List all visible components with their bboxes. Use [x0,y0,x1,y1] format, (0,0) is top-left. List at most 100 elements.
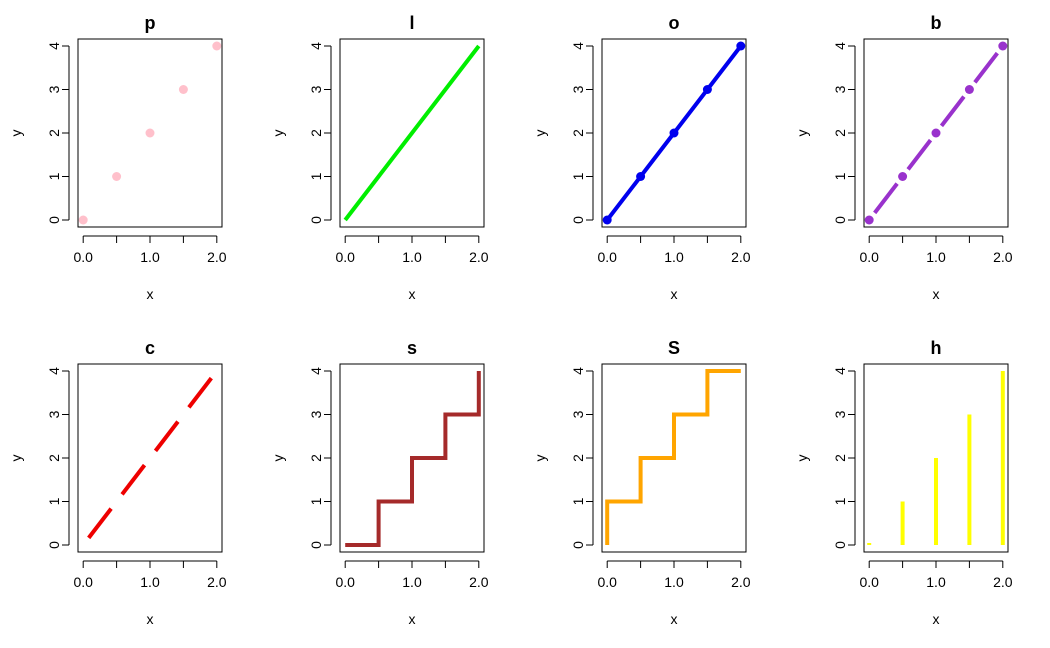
data-point [736,41,746,51]
y-tick-label: 2 [832,454,848,462]
x-axis-label: x [147,286,154,302]
x-tick-label: 2.0 [469,574,489,590]
x-axis-label: x [409,286,416,302]
x-tick-label: 2.0 [469,249,489,265]
y-axis-label: y [8,455,24,462]
x-axis-label: x [671,611,678,627]
data-point [702,85,712,94]
data-point [178,85,188,94]
y-tick-label: 3 [308,85,324,93]
panel-title: l [409,13,414,33]
panel-title: c [145,338,155,358]
x-axis-label: x [671,286,678,302]
y-tick-label: 0 [46,541,62,549]
y-tick-label: 0 [308,216,324,224]
plot-frame [77,38,223,228]
x-tick-label: 1.0 [140,574,160,590]
x-tick-label: 2.0 [207,249,227,265]
y-tick-label: 0 [46,216,62,224]
y-tick-label: 2 [308,454,324,462]
y-tick-label: 0 [832,216,848,224]
series-line [343,44,481,222]
plot-frame [77,363,223,553]
panel-title: S [668,338,680,358]
series-segment [939,95,966,128]
data-point [931,128,941,138]
y-axis-label: y [270,455,286,462]
x-tick-label: 0.0 [335,574,355,590]
y-tick-label: 2 [832,129,848,137]
x-tick-label: 1.0 [664,249,684,265]
series-segment [906,138,933,171]
series-segment [873,182,899,215]
data-point [212,41,222,51]
x-tick-label: 0.0 [597,574,617,590]
plot-frame [339,38,485,228]
y-tick-label: 1 [308,172,324,180]
x-tick-label: 1.0 [140,249,160,265]
panel-title: s [407,338,417,358]
y-tick-label: 1 [570,172,586,180]
series-segment [153,420,180,453]
x-tick-label: 2.0 [731,574,751,590]
series-step [345,371,481,547]
panel-l: l 0.0 1.0 2.0 0 1 2 3 4 x y [270,13,489,302]
x-tick-label: 1.0 [402,249,422,265]
y-tick-label: 2 [308,129,324,137]
x-tick-label: 1.0 [664,574,684,590]
y-tick-label: 1 [832,172,848,180]
y-tick-label: 2 [570,454,586,462]
panel-title: p [145,13,156,33]
y-tick-label: 1 [308,497,324,505]
y-tick-label: 4 [570,42,586,50]
panel-b: b 0.0 1.0 2.0 0 1 2 3 4 x y [794,13,1013,302]
y-tick-label: 0 [308,541,324,549]
x-tick-label: 2.0 [993,249,1013,265]
y-tick-label: 1 [570,497,586,505]
panel-o: o 0.0 1.0 2.0 0 1 2 3 4 x y [532,13,751,302]
x-axis-label: x [933,286,940,302]
x-tick-label: 2.0 [731,249,751,265]
x-tick-label: 1.0 [402,574,422,590]
y-tick-label: 3 [570,85,586,93]
y-tick-label: 2 [46,454,62,462]
y-tick-label: 4 [308,42,324,50]
y-tick-label: 4 [832,367,848,375]
series-step [605,369,741,545]
panel-title: b [931,13,942,33]
data-point [112,172,122,181]
y-tick-label: 4 [46,367,62,375]
y-tick-label: 4 [46,42,62,50]
y-tick-label: 3 [46,410,62,418]
plot-frame [601,363,747,553]
panel-title: o [669,13,680,33]
y-axis-label: y [270,130,286,137]
x-tick-label: 1.0 [926,574,946,590]
panel-h: h 0.0 1.0 2.0 0 1 2 3 4 x y [794,338,1013,627]
y-axis-label: y [532,130,548,137]
data-point [145,128,155,138]
y-tick-label: 3 [308,410,324,418]
x-tick-label: 0.0 [597,249,617,265]
plot-frame [339,363,485,553]
y-axis-label: y [8,130,24,137]
y-tick-label: 3 [570,410,586,418]
y-tick-label: 4 [832,42,848,50]
panel-p: p 0.0 1.0 2.0 0 1 2 3 4 x y [8,13,227,302]
plot-frame [863,38,1009,228]
data-point [998,41,1008,51]
x-tick-label: 0.0 [859,574,879,590]
x-axis-label: x [933,611,940,627]
x-tick-label: 2.0 [993,574,1013,590]
panel-c: c 0.0 1.0 2.0 0 1 2 3 4 x y [8,338,227,627]
x-tick-label: 0.0 [73,249,93,265]
data-point [864,215,874,225]
y-tick-label: 2 [570,129,586,137]
y-tick-label: 2 [46,129,62,137]
y-tick-label: 3 [832,85,848,93]
x-tick-label: 0.0 [859,249,879,265]
data-point [669,128,679,138]
y-tick-label: 1 [46,497,62,505]
y-axis-label: y [794,455,810,462]
data-point [78,215,88,225]
